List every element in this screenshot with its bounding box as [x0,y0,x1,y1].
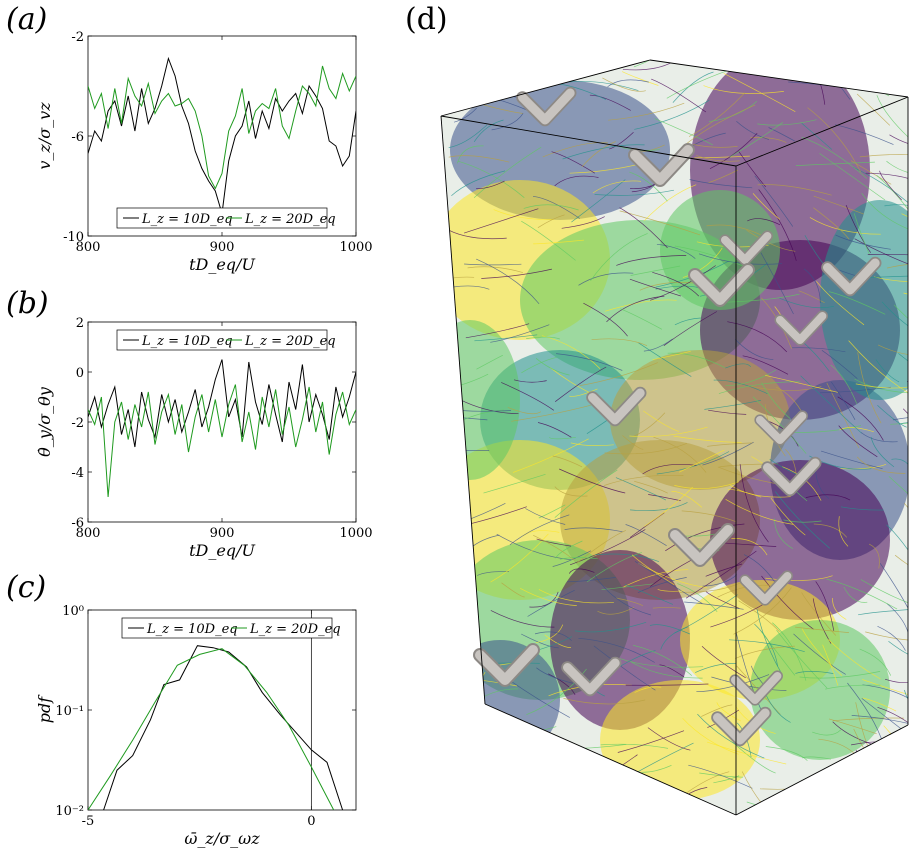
panel-label-d: (d) [405,2,448,37]
legend-label-1: L_z = 10D_eq [146,622,238,637]
legend-box [116,207,328,229]
plot-frame [87,35,357,237]
x-axis-label: ω̄_z/σ_ωz [184,829,260,848]
series-line-2 [88,384,356,498]
panel-label-b: (b) [6,286,49,321]
y-axis-label: v_z/σ_vz [35,102,54,170]
y-tick-label: -4 [71,466,84,481]
series-line-1 [88,359,356,448]
chart-c: -5 0 10⁰ 10⁻¹ 10⁻² ω̄_z/σ_ωz pdf L_z = 10D_eq L_… [35,604,357,848]
legend-box [116,329,328,351]
panel-label-c: (c) [6,570,47,605]
y-tick-label: -2 [71,416,84,431]
panel-label-a: (a) [6,2,48,37]
x-tick-label: 1000 [339,240,372,255]
series-line-1 [103,645,344,810]
x-axis-label: tD_eq/U [189,541,255,560]
legend-label-2: L_z = 20D_eq [244,334,336,349]
series-line-2 [88,648,335,810]
plot-frame [87,609,357,811]
x-tick-label: 900 [210,526,235,541]
y-tick-label: -10 [63,230,84,245]
x-tick-label: 1000 [339,526,372,541]
chart-b: 800 900 1000 2 0 -2 -4 -6 tD_eq/U θ̇_y/σ_θy L_z = … [35,316,373,560]
y-tick-label: -6 [71,130,84,145]
chart-a: 800 900 1000 -2 -6 -10 tD_eq/U v_z/σ_vz L_z = 10… [35,30,373,274]
y-tick-label: 2 [76,316,84,331]
y-tick-label: 0 [76,366,84,381]
y-tick-label: 10⁻² [55,804,84,819]
y-tick-label: -6 [71,516,84,531]
y-tick-label: -2 [71,30,84,45]
y-axis-label: pdf [35,694,54,723]
legend-label-1: L_z = 10D_eq [141,212,233,227]
plot-frame [87,321,357,523]
legend-box [121,617,333,639]
y-axis-label: θ̇_y/σ_θy [35,386,54,457]
y-tick-label: 10⁰ [62,604,84,619]
series-line-2 [88,65,356,190]
x-tick-label: 800 [76,240,101,255]
y-tick-label: 10⁻¹ [55,704,84,719]
x-tick-label: 800 [76,526,101,541]
legend-label-2: L_z = 20D_eq [244,212,336,227]
legend-label-2: L_z = 20D_eq [249,622,341,637]
x-tick-label: 900 [210,240,235,255]
legend-label-1: L_z = 10D_eq [141,334,233,349]
x-tick-label: -5 [82,814,95,829]
x-tick-label: 0 [307,814,315,829]
x-axis-label: tD_eq/U [189,255,255,274]
